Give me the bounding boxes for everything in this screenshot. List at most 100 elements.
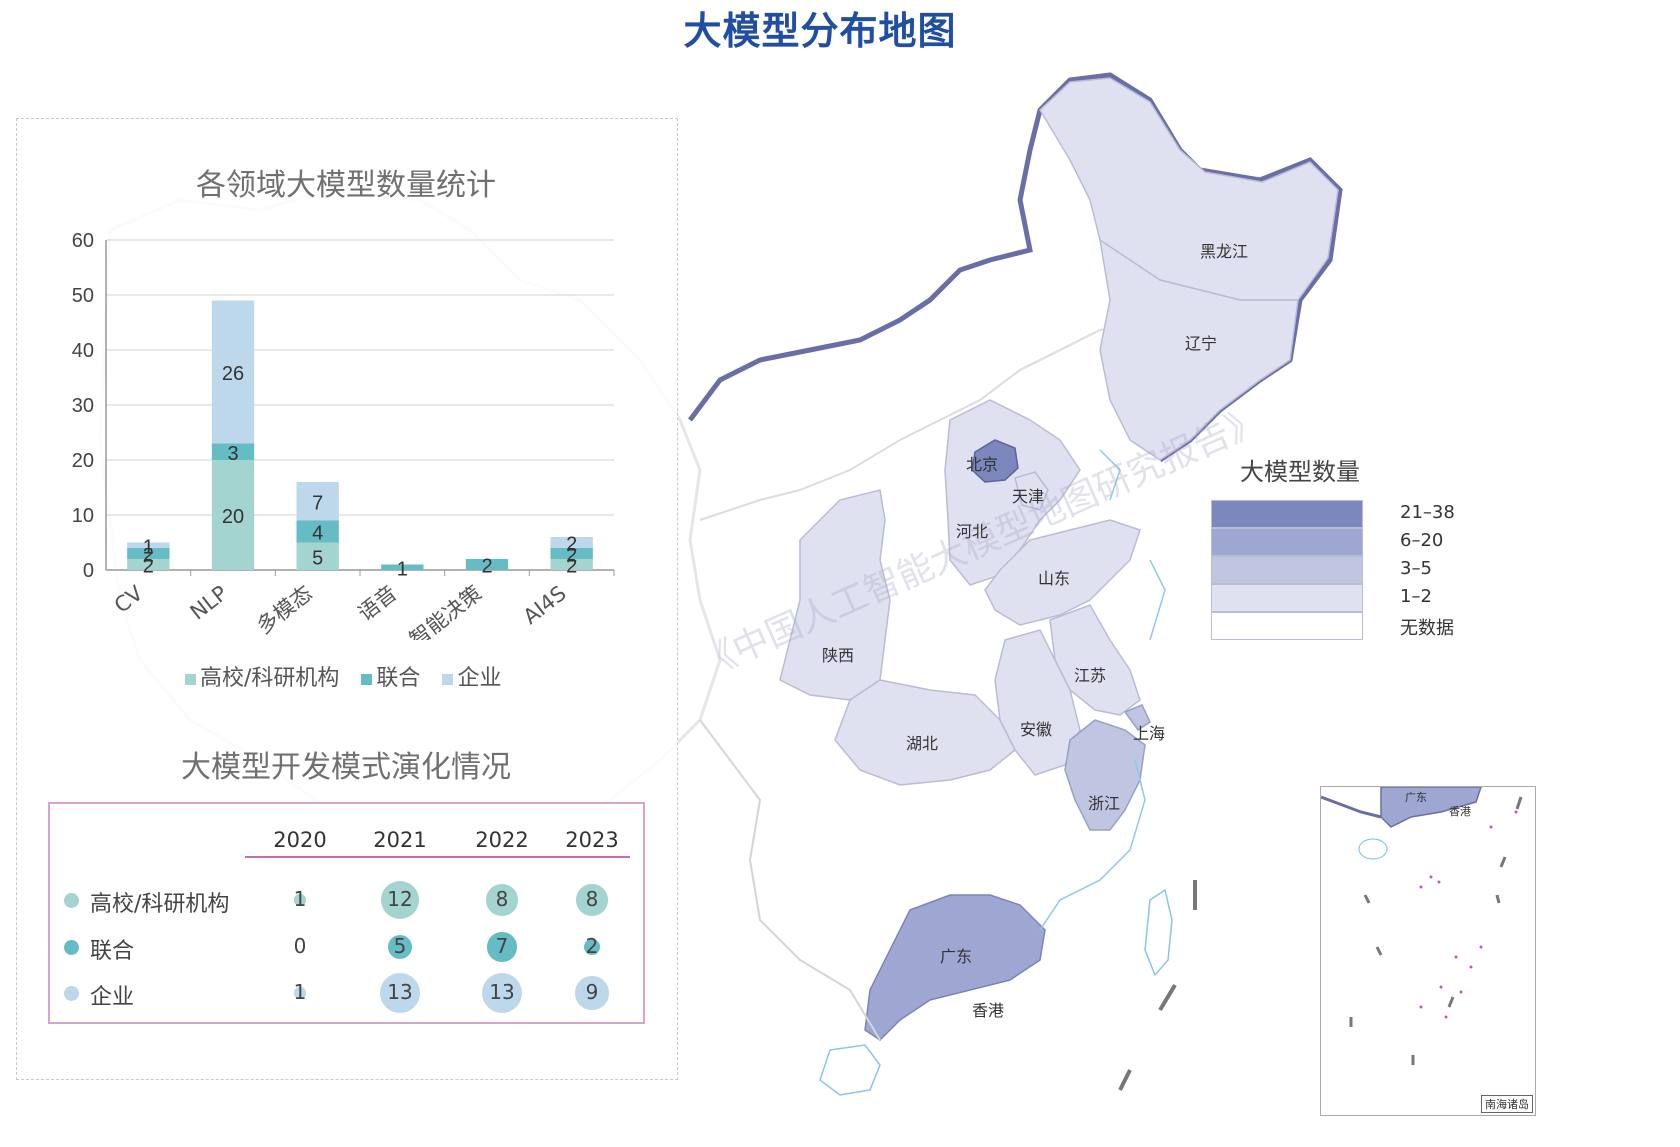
y-tick-label: 40	[72, 340, 94, 362]
label-liaoning: 辽宁	[1185, 334, 1218, 353]
label-hebei: 河北	[956, 522, 989, 541]
region-anhui	[994, 629, 1081, 776]
bar-segment	[550, 548, 593, 559]
inset-hainan	[1358, 838, 1388, 860]
stacked-bar-chart: 0102030405060CV221NLP20326多模态547语音1智能决策2…	[72, 230, 615, 640]
legend-item-enterprise: 企业	[442, 660, 501, 692]
bar-segment	[127, 559, 170, 570]
coast-lines	[1039, 449, 1166, 931]
data-label: 2	[143, 556, 154, 578]
value-label: 9	[585, 980, 599, 1004]
map-legend-label: 21–38	[1400, 502, 1455, 523]
label-shaanxi: 陕西	[822, 646, 855, 665]
map-legend-label: 无数据	[1400, 618, 1454, 639]
row-marker	[64, 893, 79, 908]
x-tick-label: 语音	[354, 581, 402, 626]
y-tick-label: 0	[83, 560, 94, 582]
data-label: 3	[227, 443, 238, 465]
label-hubei: 湖北	[906, 734, 939, 753]
bar-segment	[211, 460, 255, 570]
data-label: 1	[397, 558, 408, 580]
inset-label-guangdong: 广东	[1405, 791, 1427, 804]
data-label: 20	[222, 506, 244, 528]
value-bubble	[380, 973, 420, 1013]
row-marker	[64, 940, 79, 955]
year-header: 2021	[373, 828, 427, 852]
region-shanghai	[1123, 704, 1151, 732]
map-legend-swatch	[1211, 584, 1363, 612]
inset-dashes	[1349, 796, 1523, 1065]
value-bubble	[576, 884, 608, 916]
y-tick-label: 30	[72, 395, 94, 417]
row-label: 高校/科研机构	[90, 892, 230, 917]
bar-segment	[550, 559, 593, 570]
value-bubble	[380, 880, 420, 920]
label-tianjin: 天津	[1012, 487, 1045, 506]
bar-segment	[127, 548, 170, 559]
bar-segment	[211, 300, 255, 444]
southern-border	[699, 719, 881, 1041]
value-bubble	[487, 932, 517, 962]
inset-islands	[1419, 810, 1518, 1019]
value-bubble	[575, 976, 609, 1010]
map-legend-label: 3–5	[1400, 558, 1432, 579]
value-label: 13	[387, 980, 413, 1004]
development-mode-matrix: 2020 2021 2022 2023 高校/科研机构 1 12 8 8 联合 0 5 7 2 企业 1 13 1…	[48, 802, 645, 1024]
legend-item-joint: 联合	[361, 660, 420, 692]
row-marker	[64, 986, 79, 1001]
row-label: 联合	[90, 939, 135, 964]
label-shanghai: 上海	[1133, 724, 1166, 743]
y-tick-label: 60	[72, 230, 94, 252]
region-beijing	[971, 439, 1019, 483]
map-legend-title: 大模型数量	[1240, 458, 1360, 486]
data-label: 4	[312, 523, 323, 545]
value-label: 13	[489, 980, 515, 1004]
y-tick-label: 20	[72, 450, 94, 472]
region-shaanxi	[779, 489, 891, 701]
value-label: 8	[495, 887, 509, 911]
year-header: 2023	[565, 828, 619, 852]
label-heilongjiang: 黑龙江	[1200, 242, 1249, 261]
value-bubble	[387, 934, 413, 960]
label-hongkong: 香港	[972, 1001, 1005, 1020]
year-header: 2020	[273, 828, 327, 852]
data-label: 5	[312, 547, 323, 569]
inset-label-hongkong: 香港	[1449, 805, 1471, 818]
region-taiwan	[1144, 888, 1173, 977]
matrix-header-rule	[245, 856, 630, 858]
map-legend-swatch	[1211, 556, 1363, 584]
value-bubble	[294, 894, 306, 906]
value-label: 1	[293, 980, 307, 1004]
region-hubei	[834, 679, 1016, 786]
map-legend-swatch	[1211, 500, 1363, 528]
value-label: 0	[293, 934, 307, 958]
region-zhejiang	[1064, 719, 1146, 831]
map-legend-swatch	[1211, 528, 1363, 556]
data-label: 26	[222, 363, 244, 385]
value-label: 2	[585, 934, 599, 958]
label-jiangsu: 江苏	[1074, 666, 1107, 685]
x-tick-label: 智能决策	[405, 581, 486, 640]
value-bubble	[482, 973, 522, 1013]
bar-chart-title: 各领域大模型数量统计	[196, 168, 496, 203]
data-label: 2	[566, 534, 577, 556]
value-label: 8	[585, 887, 599, 911]
label-zhejiang: 浙江	[1088, 794, 1121, 813]
value-label: 7	[495, 934, 509, 958]
value-bubble	[584, 939, 600, 955]
x-tick-label: 多模态	[252, 581, 316, 639]
data-label: 2	[566, 545, 577, 567]
data-label: 2	[566, 556, 577, 578]
matrix-title: 大模型开发模式演化情况	[181, 750, 511, 785]
bar-segment	[211, 443, 255, 460]
region-hainan	[819, 1044, 881, 1096]
south-china-sea-inset: 广东 香港 南海诸岛	[1320, 786, 1536, 1116]
region-guangdong	[864, 894, 1046, 1041]
y-tick-label: 10	[72, 505, 94, 527]
map-legend-label: 1–2	[1400, 586, 1432, 607]
value-bubble	[486, 884, 518, 916]
inset-caption: 南海诸岛	[1481, 1095, 1533, 1113]
label-anhui: 安徽	[1020, 720, 1053, 739]
data-label: 1	[143, 536, 154, 558]
